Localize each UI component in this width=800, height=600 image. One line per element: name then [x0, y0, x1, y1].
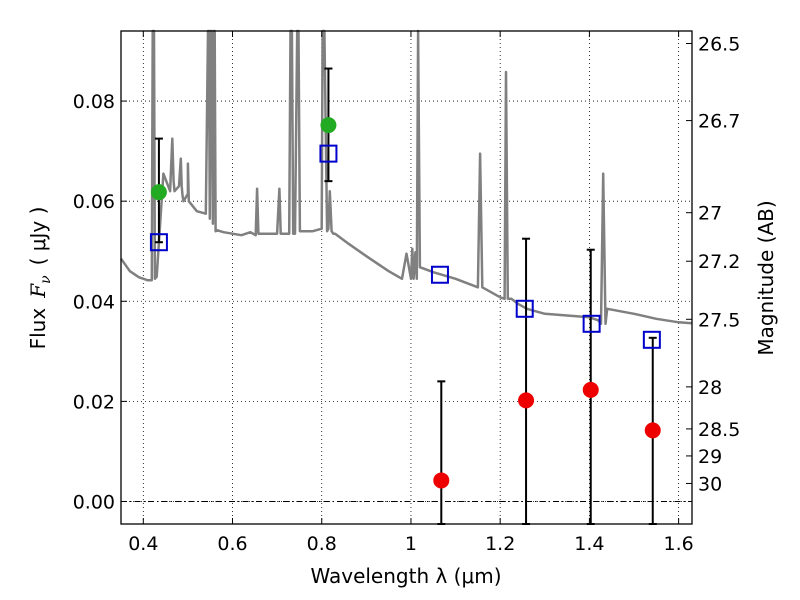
y2-tick-label: 29	[698, 446, 722, 468]
y-tick-label: 0.04	[73, 291, 115, 313]
model-photometry-square	[515, 299, 534, 318]
y2-tick-label: 28.5	[698, 419, 740, 441]
x-tick-label: 0.4	[128, 533, 158, 555]
y2-tick-label: 26.7	[698, 111, 740, 133]
y-axis-label: Flux Fν ( μJy )	[26, 207, 54, 350]
non-detection-point	[518, 392, 535, 409]
x-tick-label: 0.8	[307, 533, 337, 555]
detection-point	[320, 117, 337, 134]
model-photometry-square	[149, 233, 168, 252]
model-photometry-square	[582, 314, 601, 333]
y2-tick-label: 27	[698, 203, 722, 225]
x-tick-label: 1.4	[574, 533, 604, 555]
x-tick-label: 1.6	[664, 533, 694, 555]
y-axis-label-sub: ν	[38, 275, 54, 284]
x-tick-label: 1	[405, 533, 417, 555]
y-axis-label-prefix: Flux	[26, 308, 50, 350]
x-axis-label: Wavelength λ (μm)	[310, 564, 501, 588]
non-detection-point	[433, 472, 450, 489]
model-spectrum-line	[119, 29, 693, 326]
y2-tick-label: 30	[698, 473, 722, 495]
model-photometry-square	[319, 144, 338, 163]
y2-tick-label: 27.2	[698, 251, 740, 273]
y-axis-label-unit: ( μJy )	[26, 207, 50, 266]
non-detection-point	[582, 381, 599, 398]
y2-tick-label: 28	[698, 377, 722, 399]
y-tick-label: 0.08	[73, 91, 115, 113]
y2-axis-label: Magnitude (AB)	[754, 200, 778, 355]
axes: 0.4 0.6 0.8 1 1.2 1.4 1.6 0.00 0.02 0.04 0.06 0.08 2…	[73, 31, 740, 555]
x-tick-label: 1.2	[485, 533, 515, 555]
y2-tick-label: 27.5	[698, 309, 740, 331]
y-tick-label: 0.06	[73, 191, 115, 213]
x-tick-label: 0.6	[217, 533, 247, 555]
y-tick-label: 0.02	[73, 391, 115, 413]
model-photometry-square	[430, 265, 449, 284]
model-photometry-square	[642, 330, 661, 349]
data-markers	[149, 117, 661, 489]
non-detection-point	[644, 422, 661, 439]
y2-tick-label: 26.5	[698, 34, 740, 56]
detection-point	[150, 184, 167, 201]
plot-frame	[120, 30, 693, 525]
y-axis-label-math: F	[26, 283, 50, 299]
y-tick-label: 0.00	[73, 491, 115, 513]
